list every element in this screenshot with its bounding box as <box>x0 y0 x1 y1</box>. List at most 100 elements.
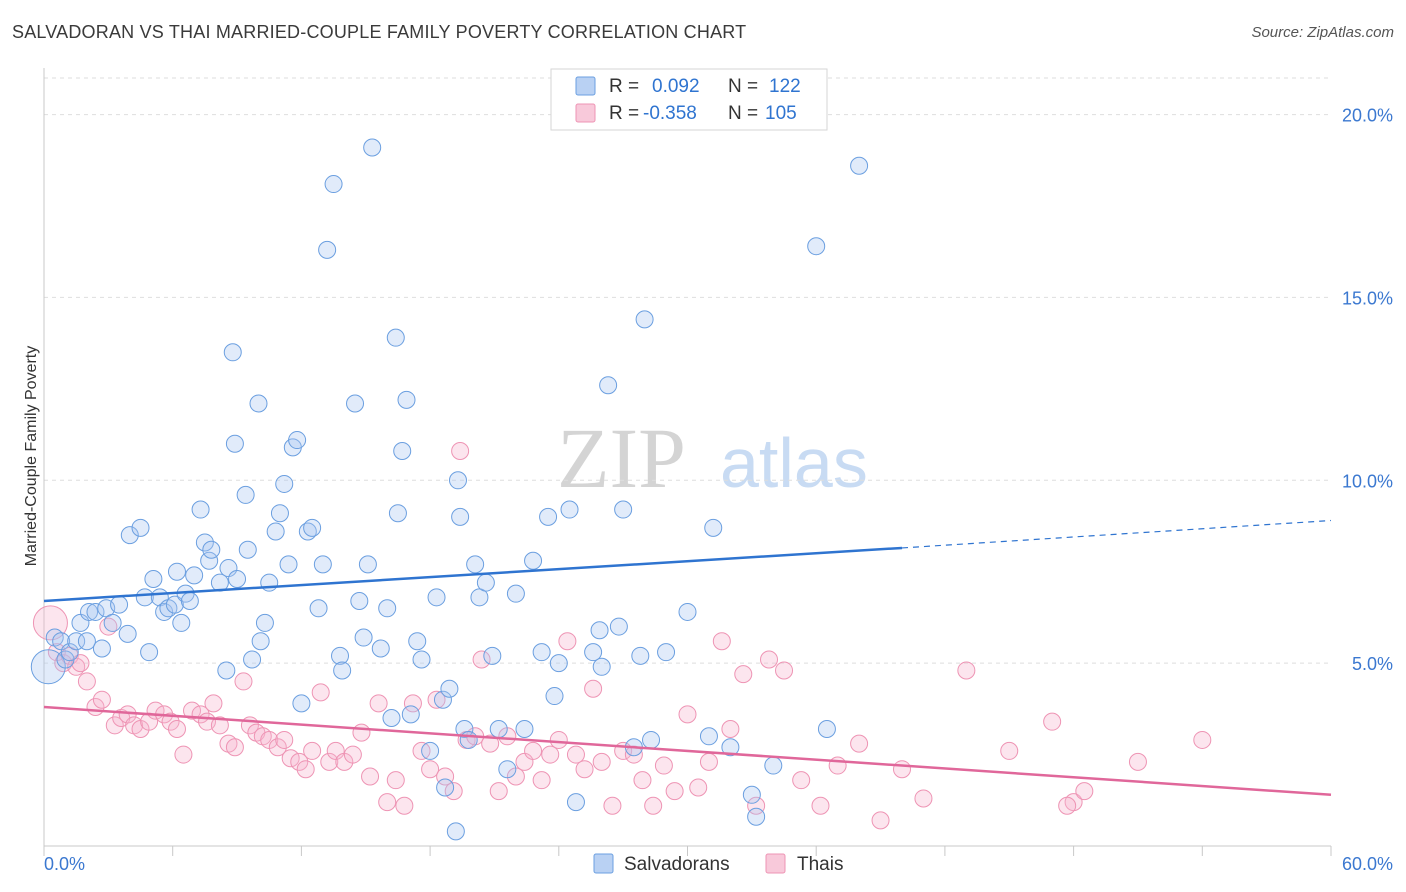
chart-title: SALVADORAN VS THAI MARRIED-COUPLE FAMILY… <box>12 22 747 42</box>
legend-bottom-label-thais: Thais <box>797 854 843 875</box>
thai-point <box>734 665 753 684</box>
thai-point <box>296 760 315 779</box>
salvadoran-point <box>110 595 129 614</box>
salvadoran-point <box>466 555 485 574</box>
salvadoran-point <box>433 690 452 709</box>
salvadoran-trend-line <box>43 546 903 603</box>
salvadoran-point <box>506 584 525 603</box>
salvadoran-point <box>524 551 543 570</box>
thai-point <box>532 771 551 790</box>
thai-point <box>489 782 508 801</box>
salvadoran-point <box>451 507 470 526</box>
legend-r-label-2: R = <box>609 103 639 124</box>
thai-point <box>320 752 339 771</box>
legend-bottom-swatch-salvadorans <box>593 853 614 874</box>
salvadoran-point <box>318 240 337 259</box>
salvadoran-point <box>807 237 826 256</box>
thai-point <box>427 690 446 709</box>
thai-point <box>225 738 244 757</box>
thai-point <box>361 767 380 786</box>
salvadoran-point <box>401 705 420 724</box>
salvadoran-point <box>721 738 740 757</box>
axes <box>43 68 1331 847</box>
salvadoran-trend-extension <box>901 519 1332 549</box>
thai-point <box>352 723 371 742</box>
salvadoran-point <box>545 687 564 706</box>
thai-point <box>395 796 414 815</box>
thai-point <box>161 712 180 731</box>
salvadoran-point <box>346 394 365 413</box>
salvadoran-point <box>539 507 558 526</box>
thai-point <box>275 730 294 749</box>
salvadoran-point <box>363 138 382 157</box>
thai-point <box>174 745 193 764</box>
thai-point <box>558 632 577 651</box>
salvadoran-point <box>699 727 718 746</box>
salvadoran-point <box>436 778 455 797</box>
salvadoran-point <box>358 555 377 574</box>
thai-point <box>290 752 309 771</box>
thai-point <box>541 745 560 764</box>
salvadoran-point <box>590 621 609 640</box>
salvadoran-point <box>657 643 676 662</box>
salvadoran-point <box>331 646 350 665</box>
salvadoran-point <box>236 485 255 504</box>
legend-box <box>550 68 828 131</box>
salvadoran-point <box>202 540 221 559</box>
salvadoran-point <box>279 555 298 574</box>
salvadoran-point <box>140 643 159 662</box>
thai-point <box>850 734 869 753</box>
salvadoran-point <box>172 613 191 632</box>
salvadoran-point <box>180 591 199 610</box>
legend-swatch-thais <box>575 103 596 123</box>
thai-point <box>303 741 322 760</box>
salvadoran-point <box>238 540 257 559</box>
thai-point <box>386 771 405 790</box>
thai-point <box>747 796 766 815</box>
thai-point <box>893 760 911 779</box>
thai-point <box>378 793 397 812</box>
salvadoran-point <box>292 694 311 713</box>
legend-n-value-2: 105 <box>765 103 797 124</box>
salvadoran-point <box>243 650 262 669</box>
thai-point <box>311 683 330 702</box>
salvadoran-point <box>67 632 86 651</box>
legend-r-value-2: -0.358 <box>643 103 697 124</box>
thai-point <box>210 716 229 735</box>
thai-point <box>92 690 111 709</box>
salvadoran-point <box>397 390 416 409</box>
thai-point <box>566 745 585 764</box>
thai-point <box>592 752 611 771</box>
legend-n-label-1: N = <box>728 76 758 97</box>
thai-point <box>481 734 500 753</box>
thai-trend-line <box>43 705 1332 797</box>
x-tick-label-min: 0.0% <box>44 854 85 874</box>
thai-point <box>811 796 830 815</box>
stats-legend: R = 0.092 N = 122 R = -0.358 N = 105 <box>550 68 828 131</box>
thai-point <box>183 701 202 720</box>
salvadoran-point <box>421 741 440 760</box>
salvadoran-point <box>560 500 579 519</box>
salvadoran-point <box>195 533 214 552</box>
thai-point <box>721 719 740 738</box>
salvadoran-point <box>412 650 431 669</box>
salvadoran-point <box>120 526 139 545</box>
series-legend: Salvadorans Thais <box>593 853 843 875</box>
salvadoran-point <box>228 570 247 589</box>
salvadoran-point <box>448 471 467 490</box>
thai-point <box>369 694 388 713</box>
salvadoran-point <box>489 719 508 738</box>
salvadoran-point <box>255 613 274 632</box>
thai-point <box>603 796 622 815</box>
legend-r-value-1: 0.092 <box>652 76 700 97</box>
y-tick-labels: 5.0% 10.0% 15.0% 20.0% <box>1342 106 1393 675</box>
salvadoran-point <box>185 566 204 585</box>
salvadoran-point <box>440 679 459 698</box>
salvadoran-point <box>249 394 268 413</box>
salvadoran-point <box>388 504 407 523</box>
salvadoran-point <box>80 602 99 621</box>
thai-point <box>792 771 811 790</box>
salvadoran-point <box>135 588 154 607</box>
salvadoran-point <box>642 730 661 749</box>
